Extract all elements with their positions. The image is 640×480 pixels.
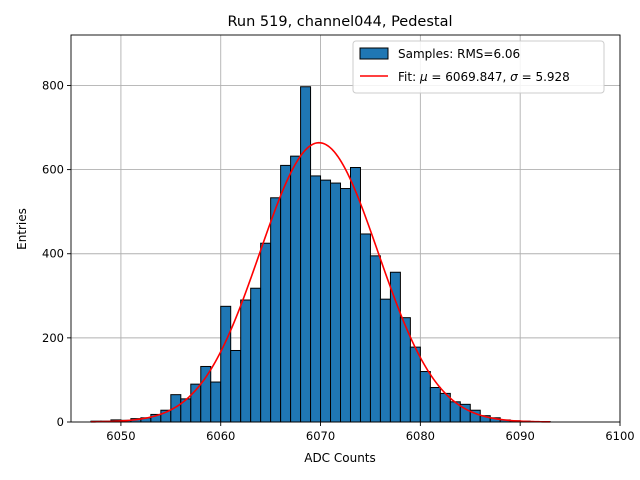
histogram-bar — [260, 242, 272, 423]
histogram-bar — [379, 298, 391, 423]
histogram-bar — [419, 371, 431, 423]
histogram-bar — [340, 188, 351, 423]
histogram-bar — [320, 179, 332, 423]
x-tick-label: 6070 — [306, 429, 335, 443]
legend-fit-mu-value: = 6069.847, — [428, 70, 511, 84]
x-tick-label: 6080 — [406, 429, 435, 443]
histogram-bar — [250, 287, 262, 423]
legend-fit-sigma-value: = 5.928 — [518, 70, 570, 84]
histogram-bar — [200, 365, 212, 423]
histogram-bar — [300, 86, 312, 423]
legend-label-histogram: Samples: RMS=6.06 — [398, 47, 520, 61]
legend-fit-mu-symbol: μ — [419, 70, 428, 84]
histogram-bar — [220, 305, 232, 423]
x-axis-label: ADC Counts — [304, 451, 376, 465]
gaussian-fit-curve — [90, 141, 551, 423]
legend-fit-prefix: Fit: — [398, 70, 420, 84]
histogram-bar — [359, 233, 371, 423]
y-tick-label: 400 — [42, 247, 64, 261]
x-tick-label: 6060 — [206, 429, 235, 443]
histogram-bar — [369, 255, 381, 423]
y-tick-label: 600 — [42, 163, 64, 177]
histogram-bar — [409, 346, 421, 423]
legend-fit-sigma-symbol: σ — [510, 70, 518, 84]
histogram-bar — [210, 381, 222, 423]
x-tick-label: 6090 — [506, 429, 535, 443]
plot-frame — [70, 34, 621, 423]
legend: Samples: RMS=6.06 Fit: μ = 6069.847, σ =… — [352, 40, 605, 94]
chart-title: Run 519, channel044, Pedestal — [227, 14, 452, 30]
histogram-bar — [389, 271, 401, 423]
x-tick-label: 6050 — [106, 429, 135, 443]
histogram-bar — [290, 155, 302, 423]
y-axis-ticks: 0 200 400 600 800 — [42, 78, 71, 429]
histogram-bar — [349, 167, 361, 423]
legend-box — [352, 40, 605, 94]
histogram-bar — [230, 349, 242, 423]
histogram-bar — [240, 299, 252, 423]
legend-label-fit: Fit: μ = 6069.847, σ = 5.928 — [398, 70, 570, 84]
histogram-bars — [90, 86, 551, 423]
histogram-bar — [429, 387, 441, 423]
histogram-bar — [280, 164, 292, 423]
y-tick-label: 200 — [42, 331, 64, 345]
y-tick-label: 800 — [42, 78, 64, 92]
x-tick-label: 6100 — [605, 429, 634, 443]
y-axis-label: Entries — [15, 208, 29, 250]
x-axis-ticks: 6050 6060 6070 6080 6090 6100 — [106, 422, 635, 443]
histogram-bar — [270, 197, 282, 423]
histogram-bar — [310, 175, 322, 423]
legend-swatch-histogram — [359, 47, 389, 60]
histogram-bar — [330, 182, 342, 423]
y-tick-label: 0 — [57, 415, 64, 429]
